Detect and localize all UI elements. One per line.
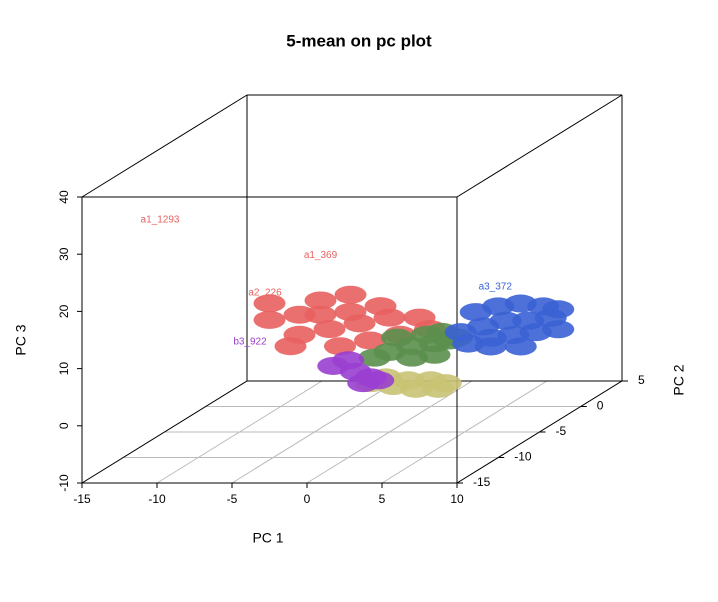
point-label: a1_369 xyxy=(304,250,338,261)
point xyxy=(489,311,522,330)
point xyxy=(283,305,316,324)
point xyxy=(429,374,462,393)
x-tick-label: -10 xyxy=(148,492,166,506)
point xyxy=(474,337,507,356)
box-edge xyxy=(81,94,248,198)
point-label: a3_372 xyxy=(479,282,513,293)
x-tick-label: 5 xyxy=(379,492,386,506)
y-tick-label: -10 xyxy=(514,450,532,464)
point-label: b3_922 xyxy=(233,337,267,348)
point xyxy=(304,291,337,310)
point xyxy=(324,337,356,356)
point xyxy=(364,297,397,316)
point xyxy=(354,331,386,350)
point-label: a2_226 xyxy=(248,288,282,299)
point xyxy=(334,302,367,321)
point xyxy=(358,348,391,367)
x-tick-label: 10 xyxy=(450,492,464,506)
z-tick-label: 10 xyxy=(57,362,71,376)
x-tick-label: -15 xyxy=(73,492,91,506)
point xyxy=(418,345,451,364)
chart-title: 5-mean on pc plot xyxy=(286,31,432,50)
point xyxy=(542,300,575,319)
z-tick-label: 40 xyxy=(57,190,71,204)
point xyxy=(504,337,537,356)
y-tick-label: -15 xyxy=(473,475,491,489)
y-tick-label: -5 xyxy=(556,424,567,438)
z-tick-label: 30 xyxy=(57,247,71,261)
y-axis-title: PC 2 xyxy=(671,364,687,395)
point xyxy=(313,320,346,339)
point xyxy=(253,294,286,313)
z-tick-label: -10 xyxy=(57,474,71,492)
point xyxy=(253,310,286,329)
box-edge xyxy=(456,94,623,198)
point xyxy=(381,328,413,347)
point xyxy=(362,371,395,390)
box-edge xyxy=(81,380,248,484)
x-tick-label: -5 xyxy=(227,492,238,506)
z-tick-label: 20 xyxy=(57,304,71,318)
y-tick-label: 0 xyxy=(597,399,604,413)
point xyxy=(274,337,307,356)
z-tick-label: 0 xyxy=(57,422,71,429)
x-axis-title: PC 1 xyxy=(252,530,283,546)
point xyxy=(332,351,365,370)
x-tick-label: 0 xyxy=(304,492,311,506)
y-tick-label: 5 xyxy=(638,373,645,387)
point xyxy=(334,285,367,304)
point-label: a1_1293 xyxy=(141,215,180,226)
point xyxy=(542,320,575,339)
point xyxy=(392,371,425,390)
z-axis-title: PC 3 xyxy=(13,324,29,355)
